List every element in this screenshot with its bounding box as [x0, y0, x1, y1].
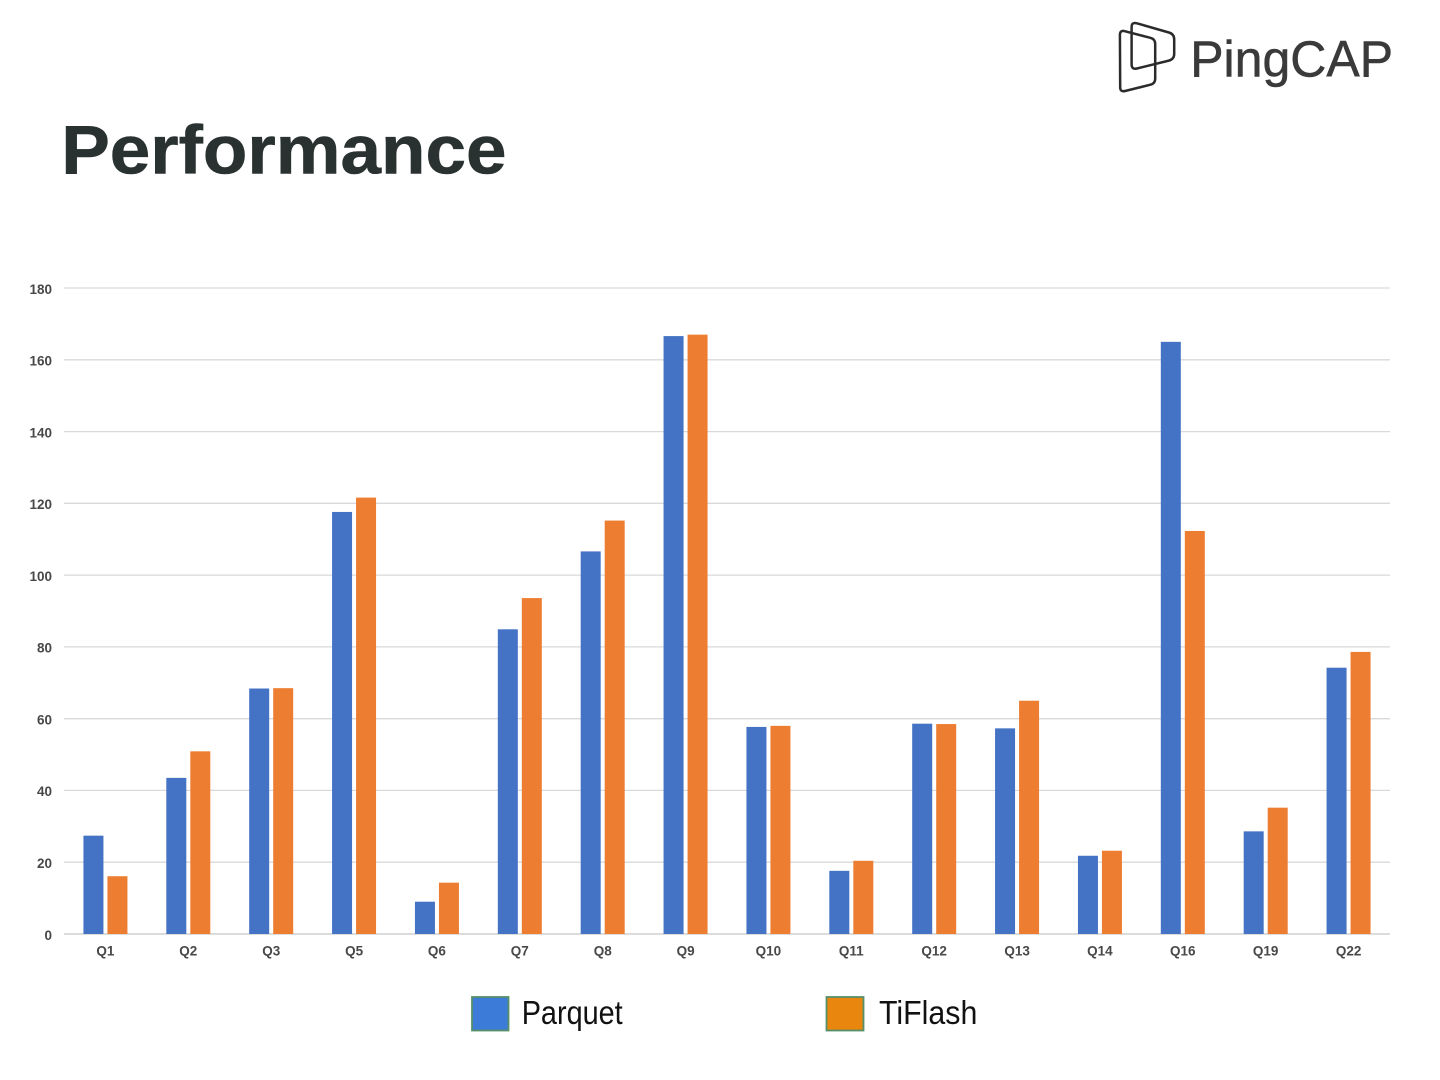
svg-text:Q13: Q13 [1004, 944, 1030, 959]
svg-text:100: 100 [29, 569, 52, 584]
svg-text:Parquet: Parquet [522, 994, 623, 1031]
svg-text:Q9: Q9 [677, 944, 695, 959]
svg-text:Q5: Q5 [345, 944, 364, 959]
svg-text:Q8: Q8 [594, 944, 613, 959]
svg-text:140: 140 [29, 425, 52, 440]
svg-text:0: 0 [44, 928, 52, 943]
svg-text:Q3: Q3 [262, 944, 281, 959]
svg-text:Q6: Q6 [428, 944, 447, 959]
svg-text:120: 120 [29, 497, 52, 512]
svg-text:Q2: Q2 [179, 944, 197, 959]
svg-text:Q10: Q10 [756, 944, 782, 959]
svg-text:Performance: Performance [61, 111, 506, 188]
svg-text:80: 80 [37, 641, 52, 656]
svg-text:TiFlash: TiFlash [879, 994, 977, 1031]
svg-text:Q7: Q7 [511, 944, 529, 959]
svg-text:Q12: Q12 [921, 944, 947, 959]
svg-text:60: 60 [37, 713, 52, 728]
svg-text:Q16: Q16 [1170, 944, 1196, 959]
svg-text:Q1: Q1 [96, 944, 115, 959]
svg-text:Q22: Q22 [1336, 944, 1362, 959]
svg-text:Q19: Q19 [1253, 944, 1279, 959]
svg-text:20: 20 [37, 856, 52, 871]
svg-text:160: 160 [29, 354, 52, 369]
svg-text:Q11: Q11 [839, 944, 864, 959]
svg-text:180: 180 [29, 282, 52, 297]
svg-text:Q14: Q14 [1087, 944, 1113, 959]
svg-text:40: 40 [37, 784, 52, 799]
svg-text:PingCAP: PingCAP [1190, 30, 1393, 88]
